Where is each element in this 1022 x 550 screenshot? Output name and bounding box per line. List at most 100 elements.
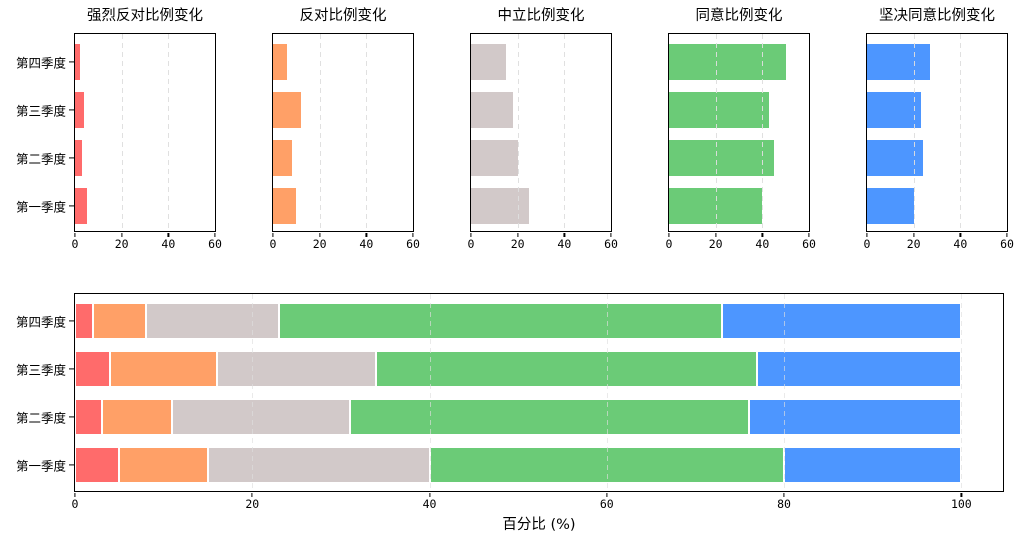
chart-title: 同意比例变化 (695, 8, 783, 24)
x-tick-label: 40 (422, 497, 437, 511)
x-tick-mark (214, 232, 216, 237)
x-tick-mark (74, 492, 76, 497)
bar-segment-反对-第二季度 (101, 399, 173, 435)
bar-第四季度 (669, 44, 786, 80)
bar-第四季度 (471, 44, 506, 80)
x-tick-label: 20 (906, 237, 921, 251)
bar-第四季度 (867, 44, 930, 80)
bar-segment-中立-第三季度 (216, 351, 377, 387)
x-tick-mark (808, 232, 810, 237)
y-tick-label: 第三季度 (15, 103, 66, 119)
x-tick-label: 20 (510, 237, 525, 251)
y-tick-mark (69, 157, 74, 159)
y-tick-mark (69, 464, 74, 466)
bar-第三季度 (669, 92, 770, 128)
bar-第二季度 (75, 140, 82, 176)
x-tick-mark (167, 232, 169, 237)
x-axis-label: 百分比 (%) (502, 517, 576, 533)
x-tick-label: 60 (208, 237, 222, 251)
x-tick-label: 20 (312, 237, 327, 251)
bar-segment-坚决同意-第二季度 (748, 399, 962, 435)
y-tick-label: 第四季度 (15, 55, 66, 71)
gridline (121, 34, 123, 231)
x-tick-mark (517, 232, 519, 237)
gridline (319, 34, 321, 231)
bar-segment-反对-第一季度 (119, 447, 208, 483)
x-tick-label: 80 (777, 497, 791, 511)
x-tick-label: 40 (359, 237, 374, 251)
chart-title: 中立比例变化 (497, 8, 585, 24)
gridline (517, 34, 519, 231)
small-chart-strongly-agree: 坚决同意比例变化 0 20 40 60 (864, 8, 1014, 251)
y-tick-label: 第一季度 (15, 458, 66, 474)
x-tick-label: 0 (269, 237, 277, 251)
bar-segment-反对-第四季度 (92, 303, 146, 339)
bar-第二季度 (669, 140, 774, 176)
x-tick-label: 100 (950, 497, 972, 511)
y-tick-label: 第四季度 (15, 314, 66, 330)
gridline (784, 294, 786, 491)
x-tick-label: 0 (71, 497, 79, 511)
x-tick-mark (319, 232, 321, 237)
chart-title: 反对比例变化 (299, 8, 387, 24)
x-tick-label: 20 (245, 497, 260, 511)
small-chart-neutral: 中立比例变化 0 20 40 60 (468, 8, 618, 251)
x-tick-mark (715, 232, 717, 237)
bar-第三季度 (273, 92, 301, 128)
bar-第二季度 (273, 140, 292, 176)
bar-第四季度 (273, 44, 287, 80)
x-tick-mark (251, 492, 253, 497)
y-tick-mark (69, 61, 74, 63)
bar-segment-坚决同意-第四季度 (722, 303, 962, 339)
bar-segment-同意-第二季度 (349, 399, 749, 435)
bar-第二季度 (471, 140, 518, 176)
x-tick-mark (960, 492, 962, 497)
gridline (715, 34, 717, 231)
y-tick-label: 第一季度 (15, 199, 66, 215)
small-chart-strongly-oppose: 强烈反对比例变化 0 20 40 60 第四季度 第三季度 第二季度 第一季度 (16, 8, 222, 251)
gridline (168, 34, 170, 231)
bar-segment-中立-第二季度 (172, 399, 350, 435)
x-tick-label: 40 (755, 237, 770, 251)
stacked-bar-chart: 百分比 (%) 0 20 40 60 80 100 第四季度第三季度第二季度第一季度 (16, 293, 1004, 533)
small-chart-agree: 同意比例变化 0 20 40 60 (666, 8, 816, 251)
gridline (564, 34, 566, 231)
x-tick-label: 0 (467, 237, 475, 251)
x-tick-label: 60 (604, 237, 618, 251)
chart-title: 强烈反对比例变化 (87, 8, 203, 24)
bar-segment-同意-第四季度 (278, 303, 722, 339)
bar-segment-中立-第四季度 (145, 303, 279, 339)
gridline (366, 34, 368, 231)
bar-segment-中立-第一季度 (207, 447, 430, 483)
y-tick-mark (69, 320, 74, 322)
bar-segment-坚决同意-第一季度 (784, 447, 962, 483)
x-tick-label: 40 (557, 237, 572, 251)
bar-第一季度 (471, 188, 530, 224)
x-tick-label: 20 (114, 237, 129, 251)
bar-第三季度 (75, 92, 85, 128)
x-tick-mark (1006, 232, 1008, 237)
x-tick-label: 20 (708, 237, 723, 251)
gridline (961, 294, 963, 491)
x-tick-mark (74, 232, 76, 237)
x-tick-mark (121, 232, 123, 237)
x-tick-mark (761, 232, 763, 237)
gridline (913, 34, 915, 231)
x-tick-label: 40 (161, 237, 176, 251)
x-tick-label: 60 (599, 497, 614, 511)
y-tick-label: 第二季度 (15, 151, 66, 167)
x-tick-label: 40 (953, 237, 968, 251)
x-tick-mark (563, 232, 565, 237)
small-chart-oppose: 反对比例变化 0 20 40 60 (270, 8, 420, 251)
bar-segment-反对-第三季度 (110, 351, 217, 387)
bar-segment-强烈反对-第二季度 (75, 399, 102, 435)
x-tick-label: 0 (665, 237, 673, 251)
bar-segment-强烈反对-第四季度 (75, 303, 93, 339)
x-tick-mark (272, 232, 274, 237)
bar-第三季度 (867, 92, 921, 128)
x-tick-mark (959, 232, 961, 237)
gridline (960, 34, 962, 231)
y-tick-label: 第三季度 (15, 362, 66, 378)
y-tick-label: 第二季度 (15, 410, 66, 426)
